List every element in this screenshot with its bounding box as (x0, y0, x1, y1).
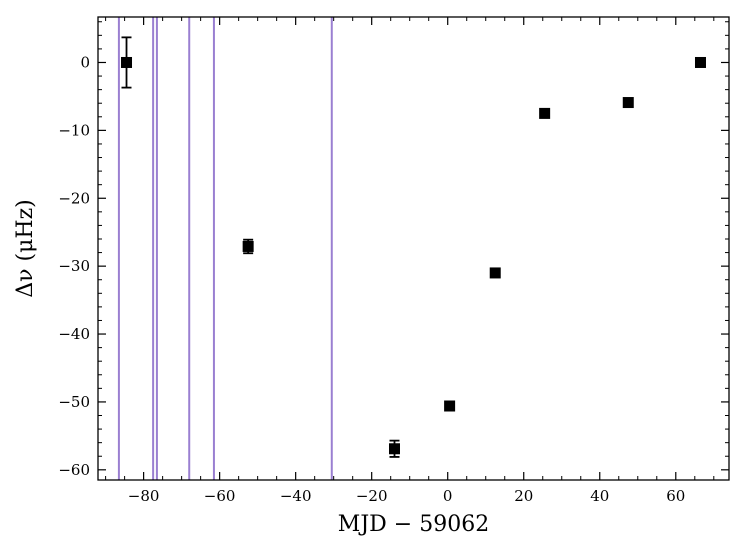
error-bars (121, 36, 706, 458)
y-axis-label: Δν (μHz) (13, 199, 38, 298)
y-tick-label: −50 (58, 393, 90, 411)
x-tick-label: −40 (280, 487, 312, 505)
vertical-lines (117, 17, 333, 480)
y-tick-label: −10 (58, 121, 90, 139)
plot-frame (97, 16, 730, 481)
y-tick-label: 0 (80, 53, 90, 71)
x-tick-label: 0 (443, 487, 453, 505)
data-point (694, 56, 706, 68)
y-tick-label: −30 (58, 257, 90, 275)
tick-labels: −80 −60 −40 −20 0 20 40 60 0 −10 −20 −30 −40 −50 −60 (58, 53, 685, 505)
minor-ticks (98, 17, 729, 480)
x-tick-label: −80 (128, 487, 160, 505)
y-tick-label: −60 (58, 461, 90, 479)
x-tick-label: 20 (514, 487, 533, 505)
y-tick-label: −40 (58, 325, 90, 343)
x-tick-label: 60 (666, 487, 685, 505)
data-point (121, 56, 133, 68)
x-tick-label: 40 (590, 487, 609, 505)
data-points (121, 56, 706, 455)
data-point (489, 267, 501, 279)
major-ticks (98, 17, 729, 480)
y-tick-label: −20 (58, 189, 90, 207)
x-tick-label: −20 (356, 487, 388, 505)
data-point (242, 240, 254, 252)
x-axis-label: MJD − 59062 (338, 512, 489, 537)
data-point (539, 107, 551, 119)
data-point (444, 400, 456, 412)
data-point (388, 443, 400, 455)
x-tick-label: −60 (204, 487, 236, 505)
data-point (622, 97, 634, 109)
